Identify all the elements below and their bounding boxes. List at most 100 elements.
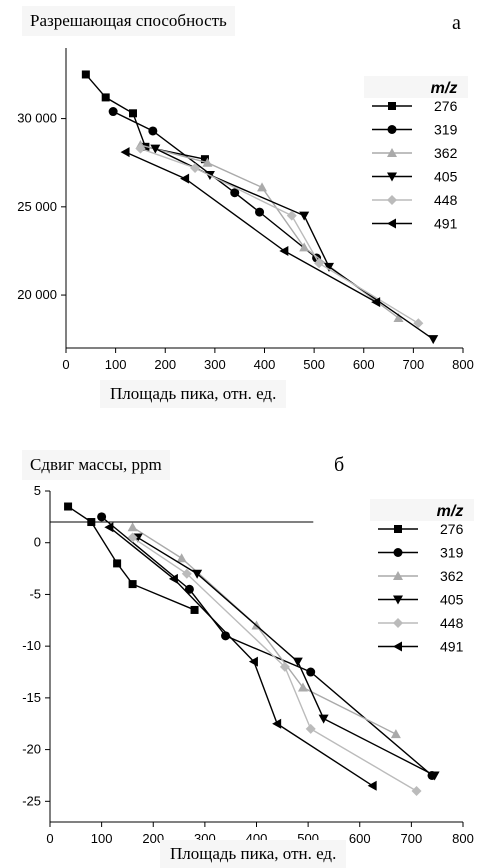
- data-point: [318, 714, 329, 724]
- data-point: [184, 584, 194, 594]
- legend-marker: [387, 125, 397, 134]
- data-point: [390, 729, 401, 739]
- data-point: [168, 573, 178, 584]
- legend-marker: [387, 195, 397, 205]
- data-point: [181, 568, 192, 579]
- y-tick-label: -5: [29, 586, 41, 601]
- y-tick-label: 0: [34, 535, 41, 550]
- data-point: [299, 211, 310, 221]
- legend-marker: [393, 548, 403, 557]
- chart-title: Разрешающая способность: [22, 6, 235, 36]
- legend-label: 319: [434, 122, 458, 138]
- legend-label: 448: [440, 615, 464, 631]
- data-point: [248, 656, 258, 667]
- data-point: [190, 605, 199, 614]
- data-point: [255, 207, 265, 217]
- legend-title-box: [364, 76, 468, 98]
- data-point: [297, 682, 308, 692]
- x-tick-label: 200: [154, 357, 176, 372]
- y-tick-label: -15: [22, 690, 41, 705]
- data-point: [108, 107, 118, 117]
- legend-marker: [387, 218, 396, 229]
- series-line-491: [125, 151, 377, 303]
- data-point: [230, 188, 240, 198]
- data-point: [279, 661, 290, 672]
- y-tick-label: -20: [22, 742, 41, 757]
- data-point: [135, 143, 146, 154]
- legend-label: 405: [440, 592, 464, 608]
- x-tick-label: 400: [254, 357, 276, 372]
- data-point: [150, 144, 161, 154]
- legend-marker: [388, 102, 396, 110]
- series-448: [127, 532, 422, 796]
- data-point: [128, 109, 137, 118]
- data-point: [411, 785, 422, 796]
- data-point: [413, 318, 424, 329]
- legend-title: m/z: [437, 503, 464, 520]
- legend-label: 491: [434, 216, 458, 232]
- series-491: [104, 522, 377, 791]
- data-point: [306, 667, 316, 677]
- data-point: [192, 569, 203, 579]
- y-tick-label: 20 000: [17, 287, 57, 302]
- data-point: [101, 93, 110, 102]
- data-point: [190, 163, 201, 173]
- y-tick-label: -25: [22, 793, 41, 808]
- legend-label: 319: [440, 545, 464, 561]
- data-point: [81, 70, 90, 79]
- series-line-362: [140, 144, 399, 319]
- chart-title: Сдвиг массы, ppm: [22, 450, 170, 480]
- data-point: [272, 718, 282, 729]
- y-tick-label: 5: [34, 483, 41, 498]
- data-point: [104, 522, 114, 533]
- x-tick-label: 700: [403, 357, 425, 372]
- chart-plot-resolution: 0 100 200 300 400 500 600 700 800 20 000 25 000 30 …: [17, 48, 474, 372]
- x-tick-label: 800: [452, 831, 474, 846]
- series-448: [135, 143, 424, 329]
- legend-marker: [393, 641, 402, 652]
- data-point: [428, 335, 439, 345]
- series-319: [108, 107, 322, 263]
- data-point: [202, 157, 213, 167]
- chart-plot-mass-shift: 0 100 200 300 400 500 600 700 80050-5-10-15-20-2…: [22, 483, 474, 846]
- x-tick-label: 600: [349, 831, 371, 846]
- series-491: [120, 147, 381, 308]
- data-point: [128, 580, 137, 589]
- data-point: [393, 313, 404, 322]
- series-276: [81, 70, 209, 164]
- series-276: [64, 502, 199, 614]
- data-point: [221, 631, 231, 641]
- x-axis-label: Площадь пика, отн. ед.: [160, 840, 347, 868]
- x-tick-label: 200: [142, 831, 164, 846]
- legend-label: 276: [434, 98, 458, 114]
- data-point: [279, 245, 289, 256]
- data-point: [367, 780, 377, 791]
- data-point: [176, 553, 187, 563]
- legend-label: 276: [440, 521, 464, 537]
- legend-marker: [387, 148, 397, 157]
- x-tick-label: 300: [204, 357, 226, 372]
- legend-label: 362: [434, 145, 458, 161]
- data-point: [97, 512, 107, 522]
- legend-title: m/z: [431, 80, 458, 97]
- legend-label: 405: [434, 169, 458, 185]
- x-tick-label: 700: [401, 831, 423, 846]
- chart-panel-resolution: Разрешающая способность а 0 100 200 300 400 5…: [17, 6, 474, 403]
- x-tick-label: 500: [303, 357, 325, 372]
- data-point: [314, 258, 325, 269]
- data-point: [371, 297, 381, 308]
- x-tick-label: 100: [105, 357, 127, 372]
- legend-label: 362: [440, 568, 464, 584]
- x-tick-label: 0: [46, 831, 53, 846]
- x-tick-label: 100: [91, 831, 113, 846]
- y-tick-label: 30 000: [17, 111, 57, 126]
- series-line-491: [108, 526, 374, 787]
- legend-marker: [393, 571, 403, 580]
- data-point: [127, 532, 138, 543]
- data-point: [305, 723, 316, 734]
- data-point: [299, 242, 310, 252]
- data-point: [200, 155, 209, 164]
- x-tick-label: 0: [62, 357, 69, 372]
- legend-marker: [394, 525, 402, 533]
